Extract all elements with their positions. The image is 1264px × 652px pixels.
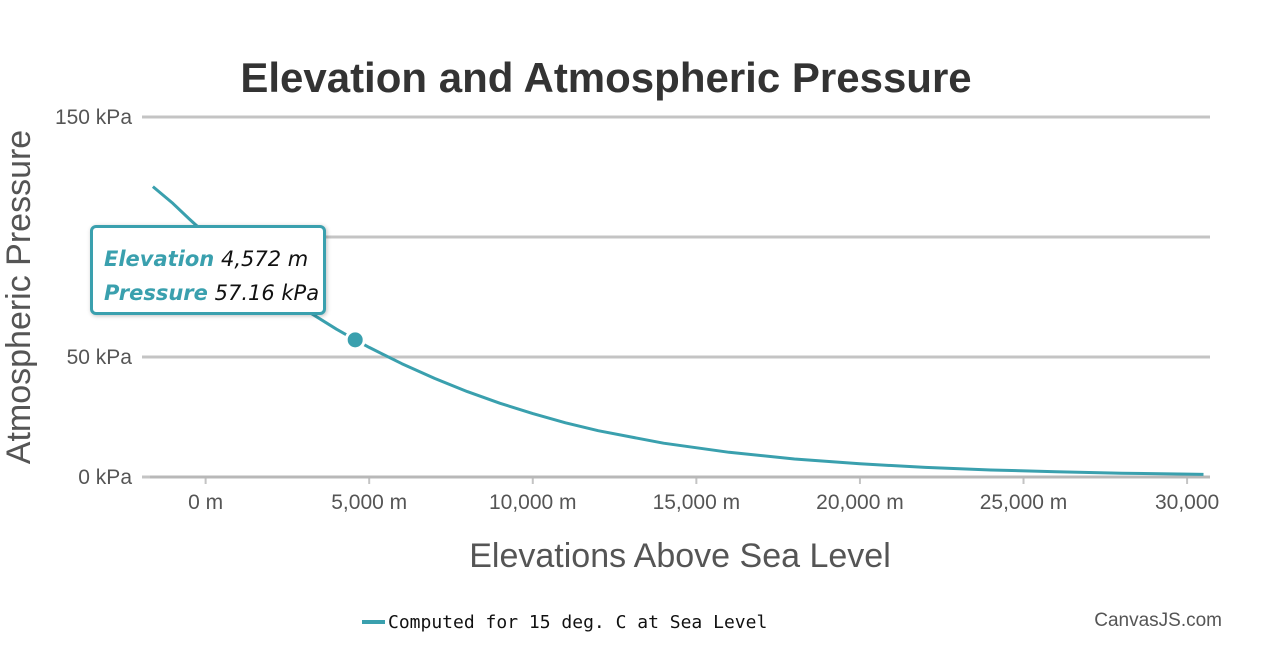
x-tick-label: 20,000 m	[816, 491, 904, 514]
x-tick-label: 15,000 m	[653, 491, 741, 514]
x-tick-label: 5,000 m	[331, 491, 407, 514]
x-axis-title: Elevations Above Sea Level	[469, 537, 891, 575]
x-axis-ticks: 0 m 5,000 m 10,000 m 15,000 m 20,000 m 25,000…	[188, 477, 1219, 514]
gridlines	[150, 115, 1210, 359]
y-axis-title: Atmospheric Pressure	[0, 130, 38, 464]
credit-link[interactable]: CanvasJS.com	[1094, 610, 1222, 631]
tooltip-pressure-row: Pressure 57.16 kPa	[104, 276, 323, 310]
highlighted-data-point[interactable]	[344, 329, 366, 351]
x-tick-label: 10,000 m	[489, 491, 577, 514]
tooltip: Elevation 4,572 m Pressure 57.16 kPa	[90, 225, 326, 315]
legend[interactable]: Computed for 15 deg. C at Sea Level	[362, 612, 767, 633]
x-tick-label: 0 m	[188, 491, 223, 514]
x-tick-label: 25,000 m	[980, 491, 1068, 514]
legend-label: Computed for 15 deg. C at Sea Level	[388, 612, 767, 633]
tooltip-elevation-value: 4,572 m	[220, 247, 309, 271]
tooltip-elevation-row: Elevation 4,572 m	[104, 242, 323, 276]
y-tick-label: 150 kPa	[55, 106, 132, 129]
tooltip-pressure-label: Pressure	[104, 281, 208, 305]
tooltip-elevation-label: Elevation	[104, 247, 215, 271]
x-tick-label: 30,000	[1155, 491, 1219, 514]
chart-title: Elevation and Atmospheric Pressure	[240, 54, 971, 101]
y-tick-label: 0 kPa	[78, 466, 132, 489]
y-tick-label: 50 kPa	[67, 346, 133, 369]
tooltip-pressure-value: 57.16 kPa	[214, 281, 320, 305]
